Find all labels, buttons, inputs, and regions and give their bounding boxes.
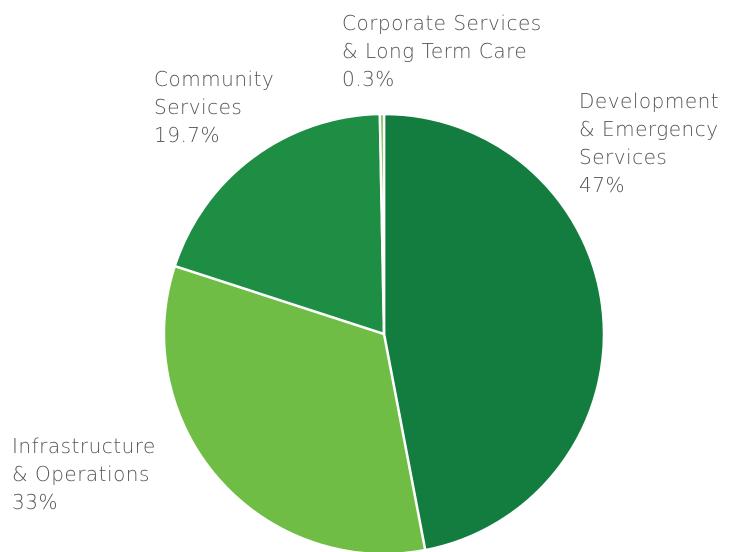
slice-percent-label: 0.3% (342, 67, 395, 91)
slice-name-line: & Operations (12, 462, 150, 486)
slice-name-line: & Long Term Care (342, 39, 527, 63)
pie-slices (162, 112, 606, 552)
slice-name-line: & Emergency (579, 117, 719, 141)
slice-label-community-services: Community Services 19.7% (154, 67, 274, 147)
slice-name-line: Corporate Services (342, 11, 542, 35)
slice-name-line: Services (154, 95, 242, 119)
slice-label-corporate-services-long-term-care: Corporate Services & Long Term Care 0.3% (342, 11, 542, 91)
slice-name-line: Community (154, 67, 274, 91)
slice-percent-label: 33% (12, 490, 58, 514)
slice-percent-label: 19.7% (154, 123, 220, 147)
slice-label-infrastructure-operations: Infrastructure & Operations 33% (12, 434, 156, 514)
pie-labels: Development & Emergency Services 47% Infrast… (12, 11, 719, 514)
slice-name-line: Development (579, 89, 719, 113)
pie-slice-development-emergency-services (382, 112, 606, 552)
pie-slice-infrastructure-operations (162, 264, 427, 552)
slice-name-line: Services (579, 145, 667, 169)
pie-slice-corporate-services-long-term-care (378, 112, 386, 336)
slice-name-line: Infrastructure (12, 434, 156, 458)
pie-slice-community-services (173, 112, 386, 336)
slice-label-development-emergency-services: Development & Emergency Services 47% (579, 89, 719, 197)
slice-percent-label: 47% (579, 173, 625, 197)
